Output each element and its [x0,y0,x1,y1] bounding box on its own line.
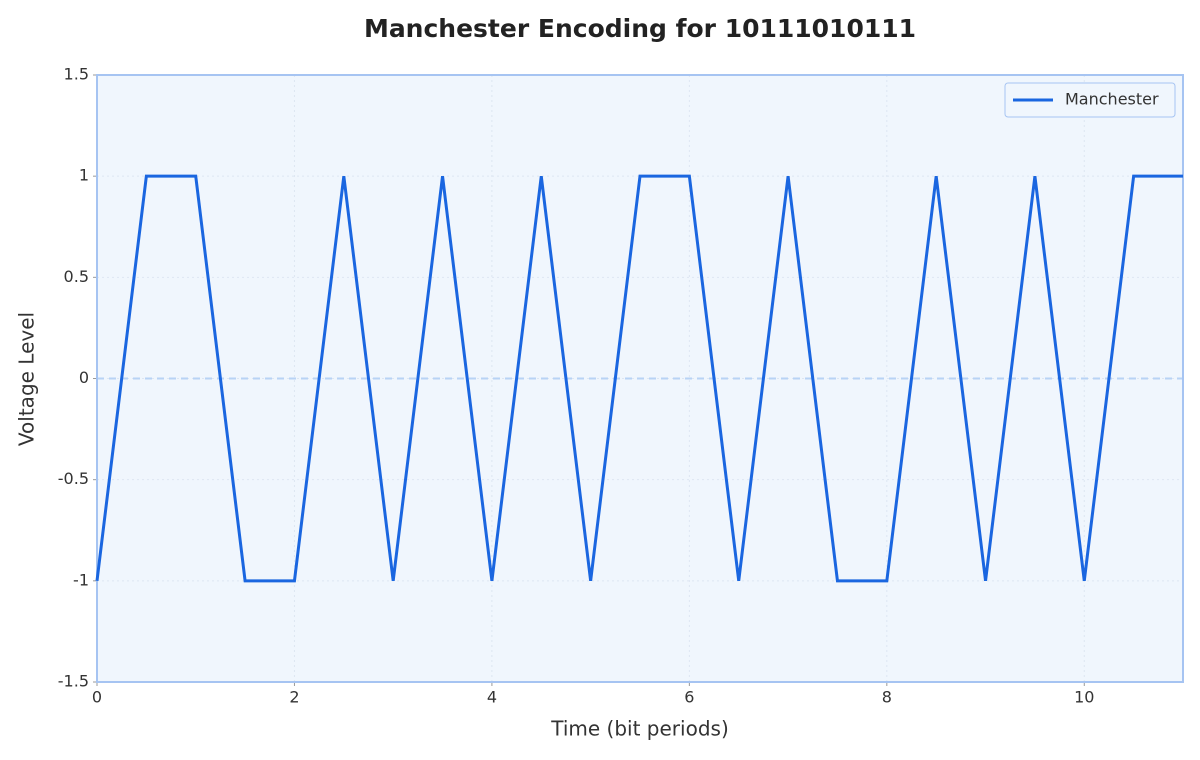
legend-box [1004,82,1176,118]
x-tick-label: 0 [92,688,102,707]
chart-title: Manchester Encoding for 10111010111 [364,14,916,43]
x-tick-label: 8 [882,688,892,707]
y-tick-label: 1.5 [64,65,89,84]
plot-frame [96,74,1184,683]
x-tick-label: 10 [1074,688,1094,707]
y-tick-label: 1 [79,166,89,185]
data-line [95,174,1183,583]
y-tick-label: 0 [79,368,89,387]
y-tick-label: -0.5 [58,469,89,488]
x-tick-label: 2 [289,688,299,707]
x-tick-label: 4 [487,688,497,707]
legend-label: Manchester [1065,90,1159,109]
x-axis-label: Time (bit periods) [550,717,729,741]
y-tick-label: -1 [73,570,89,589]
y-axis-label: Voltage Level [15,312,39,446]
x-tick-label: 6 [684,688,694,707]
y-tick-label: -1.5 [58,672,89,691]
y-tick-label: 0.5 [64,267,89,286]
